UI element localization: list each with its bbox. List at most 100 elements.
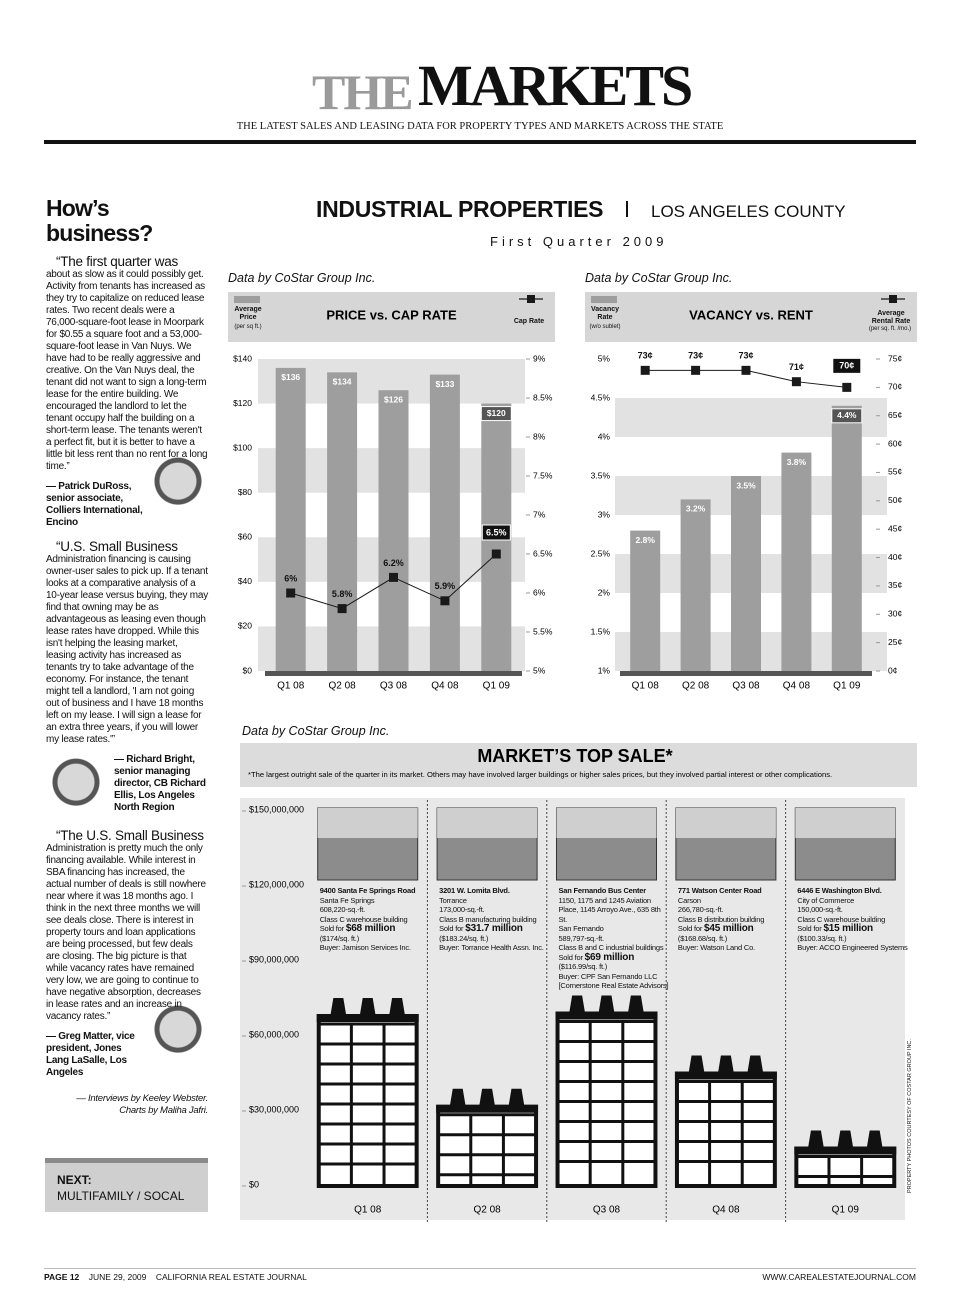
property-name: San Fernando Bus Center <box>558 886 647 895</box>
bar-value-label: 4.4% <box>837 410 857 420</box>
sold-prefix: Sold for <box>558 952 583 962</box>
y-tick-label: $0 <box>249 1179 259 1189</box>
property-size: 173,000-sq.-ft. <box>439 905 485 914</box>
sale-line: Sold for $15 million <box>797 924 909 934</box>
bar-value-label: 3.8% <box>787 457 807 467</box>
quote-body: about as slow as it could possibly get. … <box>46 269 208 472</box>
chart-header <box>228 292 555 342</box>
chimney <box>330 998 347 1016</box>
bar <box>781 452 812 671</box>
baseline <box>620 671 872 676</box>
y2-tick-label: 40¢ <box>888 552 902 562</box>
next-text: MULTIFAMILY / SOCAL <box>57 1189 185 1203</box>
property-city: Carson <box>677 895 701 905</box>
building-cap <box>316 1014 419 1022</box>
y-tick-label: $30,000,000 <box>249 1104 299 1114</box>
x-tick-label: Q3 08 <box>732 681 760 692</box>
x-tick-label: Q1 08 <box>632 681 660 692</box>
property-name: 3201 W. Lomita Blvd. <box>439 886 510 895</box>
bar-value-label: $126 <box>384 394 403 404</box>
property-description: 9400 Santa Fe Springs Road Santa Fe Sprin… <box>320 886 432 953</box>
chimney <box>717 1055 734 1074</box>
y-tick-label: 1.5% <box>591 626 611 636</box>
building <box>436 1088 539 1188</box>
sale-line: Sold for $68 million <box>320 924 432 934</box>
y-tick-label: $90,000,000 <box>249 954 299 964</box>
y2-tick-label: 25¢ <box>888 637 902 647</box>
sidebar: How’s business? “The first quarter was a… <box>46 196 208 1117</box>
chimney <box>389 998 406 1016</box>
legend-swatch <box>591 296 617 303</box>
building <box>794 1130 897 1188</box>
chimney <box>479 1088 496 1107</box>
chart-source: Data by CoStar Group Inc. <box>228 271 376 285</box>
baseline <box>265 671 522 676</box>
chimney <box>866 1130 883 1149</box>
sale-line: Sold for $31.7 million <box>439 924 551 934</box>
property-size: 266,780-sq.-ft. <box>677 905 724 914</box>
property-address: 1150, 1175 and 1245 Aviation Place, 1145… <box>558 895 661 924</box>
marker <box>691 365 701 375</box>
property-city: City of Commerce <box>797 895 855 905</box>
building-cap <box>555 1011 658 1020</box>
y2-tick-label: 8% <box>533 431 546 441</box>
marker <box>842 382 852 392</box>
property-price-per-sqft: ($168.68/sq. ft.) <box>677 933 728 943</box>
x-tick-label: Q3 08 <box>380 681 408 692</box>
line-value-label: 71¢ <box>789 362 804 372</box>
property-buyer: Buyer: Torrance Health Assn. Inc. <box>439 943 544 952</box>
footer-date: JUNE 29, 2009 <box>88 1272 147 1282</box>
property-price-per-sqft: ($183.24/sq. ft.) <box>439 933 489 943</box>
property-name: 6446 E Washington Blvd. <box>797 886 882 895</box>
y2-tick-label: 30¢ <box>888 609 902 619</box>
sold-prefix: Sold for <box>677 924 703 933</box>
line-value-label: 5.9% <box>435 581 456 591</box>
legend-name: Vacancy Rate <box>590 306 620 321</box>
legend-swatch <box>234 296 260 303</box>
building <box>316 998 419 1188</box>
photo-sky <box>795 808 896 838</box>
y-tick-label: $40 <box>238 576 252 586</box>
chimney <box>688 1055 705 1074</box>
chimney <box>747 1055 764 1074</box>
photo-sky <box>437 808 538 838</box>
y2-tick-label: 70¢ <box>888 382 902 392</box>
property-city: Torrance <box>439 895 467 905</box>
bar <box>831 405 862 671</box>
y2-tick-label: 9% <box>533 353 546 363</box>
property-buyer: Buyer: ACCO Engineered Systems <box>797 943 908 952</box>
y-tick-label: 3% <box>598 509 611 519</box>
y-tick-label: $60,000,000 <box>249 1029 299 1039</box>
marker <box>491 549 501 559</box>
building-bar <box>674 1071 777 1188</box>
y-tick-label: $100 <box>233 442 252 452</box>
x-tick-label: Q3 08 <box>593 1205 621 1216</box>
sold-prefix: Sold for <box>439 924 464 933</box>
y-tick-label: $80 <box>238 487 252 497</box>
photo-sky <box>317 808 418 838</box>
sold-prefix: Sold for <box>319 924 344 933</box>
y2-tick-label: 55¢ <box>888 467 902 477</box>
quote-lead: “The first quarter was <box>56 254 179 269</box>
masthead-the: THE <box>312 64 414 120</box>
property-description: San Fernando Bus Center 1150, 1175 and 12… <box>559 886 671 991</box>
chart-header <box>240 743 917 787</box>
label-box <box>480 406 512 422</box>
property-description: 3201 W. Lomita Blvd. Torrance 173,000-sq.-… <box>439 886 551 953</box>
property-description: 6446 E Washington Blvd. City of Commerce 1… <box>797 886 909 953</box>
legend-name: Average Rental Rate <box>871 310 911 325</box>
line-value-label: 5.8% <box>332 589 353 599</box>
sale-price-label: $45 million <box>704 923 754 934</box>
legend-name: Average Price <box>234 306 262 321</box>
property-name: 9400 Santa Fe Springs Road <box>319 886 416 895</box>
sale-price-label: $31.7 million <box>465 923 523 934</box>
chart-source: Data by CoStar Group Inc. <box>585 271 733 285</box>
masthead-markets: MARKETS <box>418 53 693 118</box>
photo-sky <box>556 808 657 838</box>
y-tick-label: 2.5% <box>591 548 611 558</box>
headshot <box>46 754 106 828</box>
chimney <box>449 1088 466 1107</box>
chart-note: *The largest outright sale of the quarte… <box>248 770 832 779</box>
building-cap <box>674 1071 777 1080</box>
